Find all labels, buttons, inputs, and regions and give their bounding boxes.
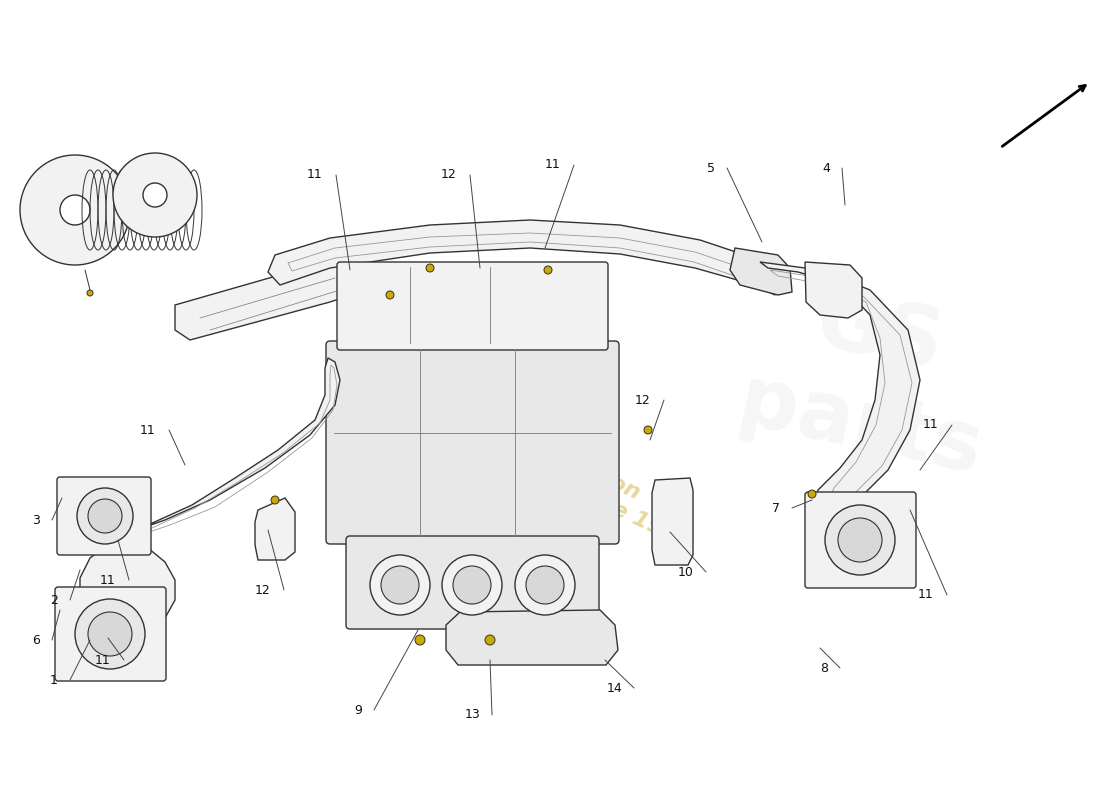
Text: 11: 11	[922, 418, 938, 431]
Circle shape	[386, 291, 394, 299]
FancyBboxPatch shape	[805, 492, 916, 588]
Text: a passion
for parts since 1985: a passion for parts since 1985	[456, 407, 703, 553]
Circle shape	[838, 518, 882, 562]
Text: 6: 6	[32, 634, 40, 646]
Text: 11: 11	[544, 158, 560, 171]
Polygon shape	[805, 262, 862, 318]
Circle shape	[88, 499, 122, 533]
Text: 12: 12	[635, 394, 650, 406]
Circle shape	[20, 155, 130, 265]
FancyBboxPatch shape	[346, 536, 600, 629]
Circle shape	[644, 426, 652, 434]
Text: 11: 11	[95, 654, 110, 666]
Circle shape	[271, 496, 279, 504]
Circle shape	[415, 635, 425, 645]
Circle shape	[77, 488, 133, 544]
Circle shape	[453, 566, 491, 604]
Circle shape	[442, 555, 502, 615]
Text: 7: 7	[772, 502, 780, 514]
Polygon shape	[730, 248, 792, 295]
Circle shape	[426, 264, 434, 272]
Circle shape	[808, 490, 816, 498]
Text: 12: 12	[254, 583, 270, 597]
Text: 11: 11	[917, 589, 933, 602]
FancyBboxPatch shape	[337, 262, 608, 350]
Text: 9: 9	[354, 703, 362, 717]
FancyBboxPatch shape	[55, 587, 166, 681]
Polygon shape	[255, 498, 295, 560]
Circle shape	[825, 505, 895, 575]
Circle shape	[75, 599, 145, 669]
Text: 4: 4	[822, 162, 830, 174]
Text: 12: 12	[440, 169, 456, 182]
Circle shape	[544, 266, 552, 274]
Text: 2: 2	[51, 594, 58, 606]
FancyBboxPatch shape	[326, 341, 619, 544]
Polygon shape	[760, 262, 920, 515]
Circle shape	[370, 555, 430, 615]
Circle shape	[88, 612, 132, 656]
Text: 5: 5	[707, 162, 715, 174]
FancyBboxPatch shape	[57, 477, 151, 555]
Polygon shape	[652, 478, 693, 565]
Polygon shape	[80, 358, 340, 640]
Text: 11: 11	[140, 423, 155, 437]
Circle shape	[113, 153, 197, 237]
Circle shape	[381, 566, 419, 604]
Circle shape	[485, 635, 495, 645]
Circle shape	[87, 290, 94, 296]
Text: 14: 14	[606, 682, 621, 694]
Circle shape	[60, 195, 90, 225]
Polygon shape	[175, 262, 360, 340]
Circle shape	[143, 183, 167, 207]
Polygon shape	[446, 610, 618, 665]
Text: 11: 11	[99, 574, 116, 586]
Text: 10: 10	[678, 566, 694, 578]
Text: GS
parts: GS parts	[732, 269, 1009, 491]
Text: 1: 1	[51, 674, 58, 686]
Text: 13: 13	[464, 709, 480, 722]
Text: 8: 8	[820, 662, 828, 674]
Circle shape	[526, 566, 564, 604]
Polygon shape	[268, 220, 780, 295]
Text: 11: 11	[306, 169, 322, 182]
Circle shape	[515, 555, 575, 615]
Text: 3: 3	[32, 514, 40, 526]
